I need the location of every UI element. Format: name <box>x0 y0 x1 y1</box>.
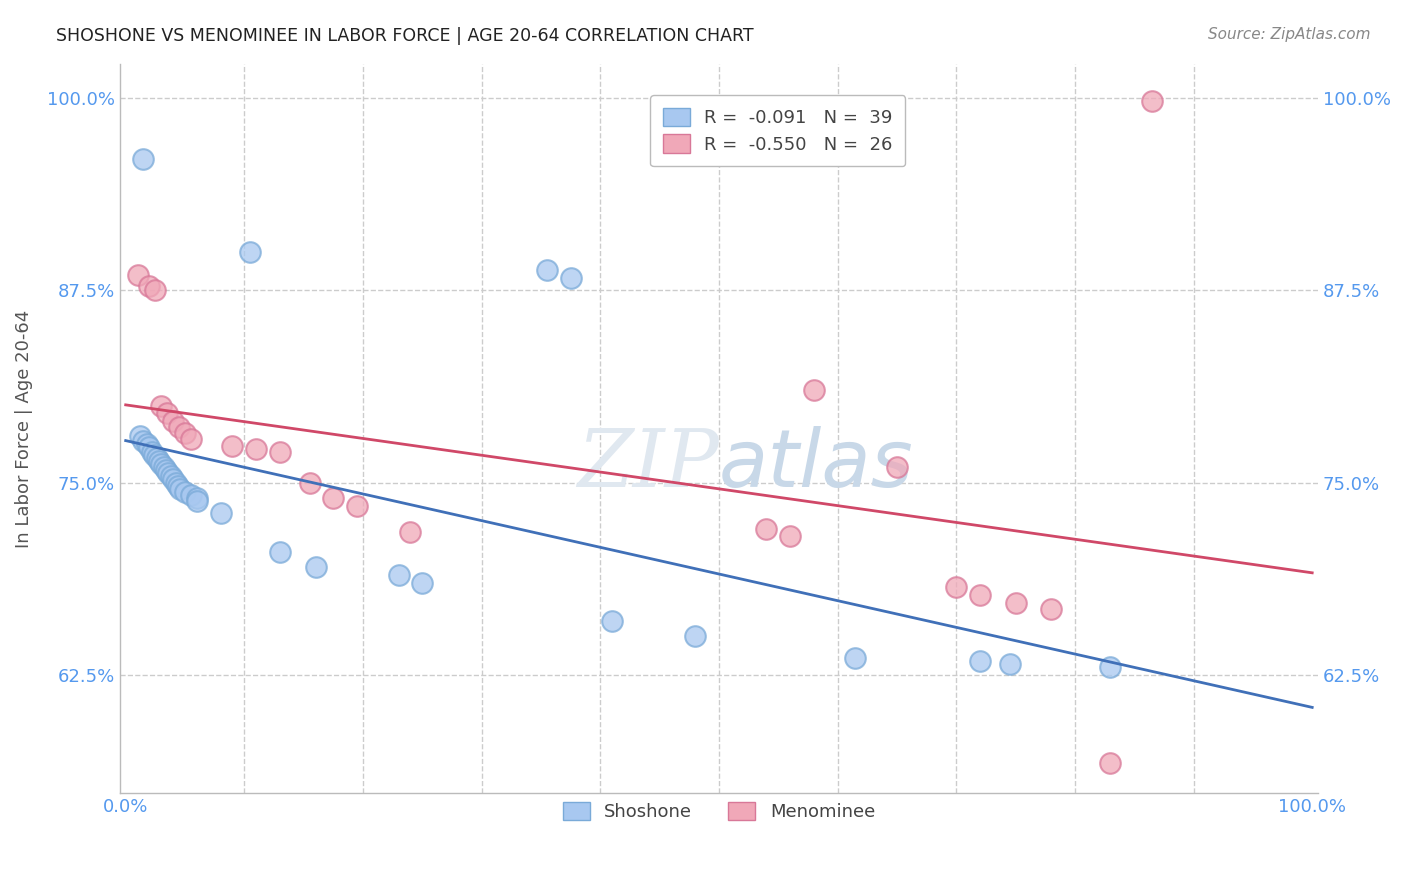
Text: atlas: atlas <box>718 426 914 504</box>
Point <box>346 499 368 513</box>
Point <box>399 524 422 539</box>
Point <box>755 522 778 536</box>
Point <box>162 473 184 487</box>
Point <box>138 440 160 454</box>
Point <box>803 383 825 397</box>
Point <box>998 657 1021 672</box>
Legend: Shoshone, Menominee: Shoshone, Menominee <box>548 787 890 836</box>
Point <box>180 433 202 447</box>
Point <box>143 283 166 297</box>
Point <box>209 506 232 520</box>
Point <box>155 463 177 477</box>
Point <box>600 614 623 628</box>
Point <box>157 467 180 481</box>
Point <box>169 482 191 496</box>
Point <box>1140 94 1163 108</box>
Point <box>145 450 167 465</box>
Point <box>138 278 160 293</box>
Point <box>969 588 991 602</box>
Point <box>1004 596 1026 610</box>
Point <box>945 580 967 594</box>
Point <box>167 420 190 434</box>
Point <box>141 444 163 458</box>
Point <box>132 153 155 167</box>
Point <box>844 651 866 665</box>
Point <box>304 560 326 574</box>
Point <box>156 406 179 420</box>
Point <box>779 529 801 543</box>
Point <box>132 434 155 448</box>
Point <box>239 244 262 259</box>
Point <box>1099 660 1122 674</box>
Point <box>143 448 166 462</box>
Point <box>245 442 267 456</box>
Y-axis label: In Labor Force | Age 20-64: In Labor Force | Age 20-64 <box>15 310 32 548</box>
Point <box>152 460 174 475</box>
Text: Source: ZipAtlas.com: Source: ZipAtlas.com <box>1208 27 1371 42</box>
Point <box>387 567 409 582</box>
Point <box>127 268 149 282</box>
Point <box>174 426 197 441</box>
Point <box>165 475 187 490</box>
Point <box>159 469 181 483</box>
Point <box>150 399 173 413</box>
Point <box>536 263 558 277</box>
Point <box>269 545 291 559</box>
Point <box>269 444 291 458</box>
Point <box>969 654 991 668</box>
Point <box>683 629 706 643</box>
Point <box>411 575 433 590</box>
Point <box>129 429 152 443</box>
Point <box>174 484 197 499</box>
Point <box>1040 601 1063 615</box>
Point <box>186 494 208 508</box>
Point <box>180 488 202 502</box>
Text: ZIP: ZIP <box>578 426 718 504</box>
Point <box>167 478 190 492</box>
Point <box>560 271 582 285</box>
Point <box>221 439 243 453</box>
Point <box>186 491 208 505</box>
Text: SHOSHONE VS MENOMINEE IN LABOR FORCE | AGE 20-64 CORRELATION CHART: SHOSHONE VS MENOMINEE IN LABOR FORCE | A… <box>56 27 754 45</box>
Point <box>886 460 908 475</box>
Point <box>148 454 170 468</box>
Point <box>322 491 344 505</box>
Point <box>150 457 173 471</box>
Point <box>1099 756 1122 770</box>
Point <box>298 475 321 490</box>
Point <box>136 437 159 451</box>
Point <box>162 414 184 428</box>
